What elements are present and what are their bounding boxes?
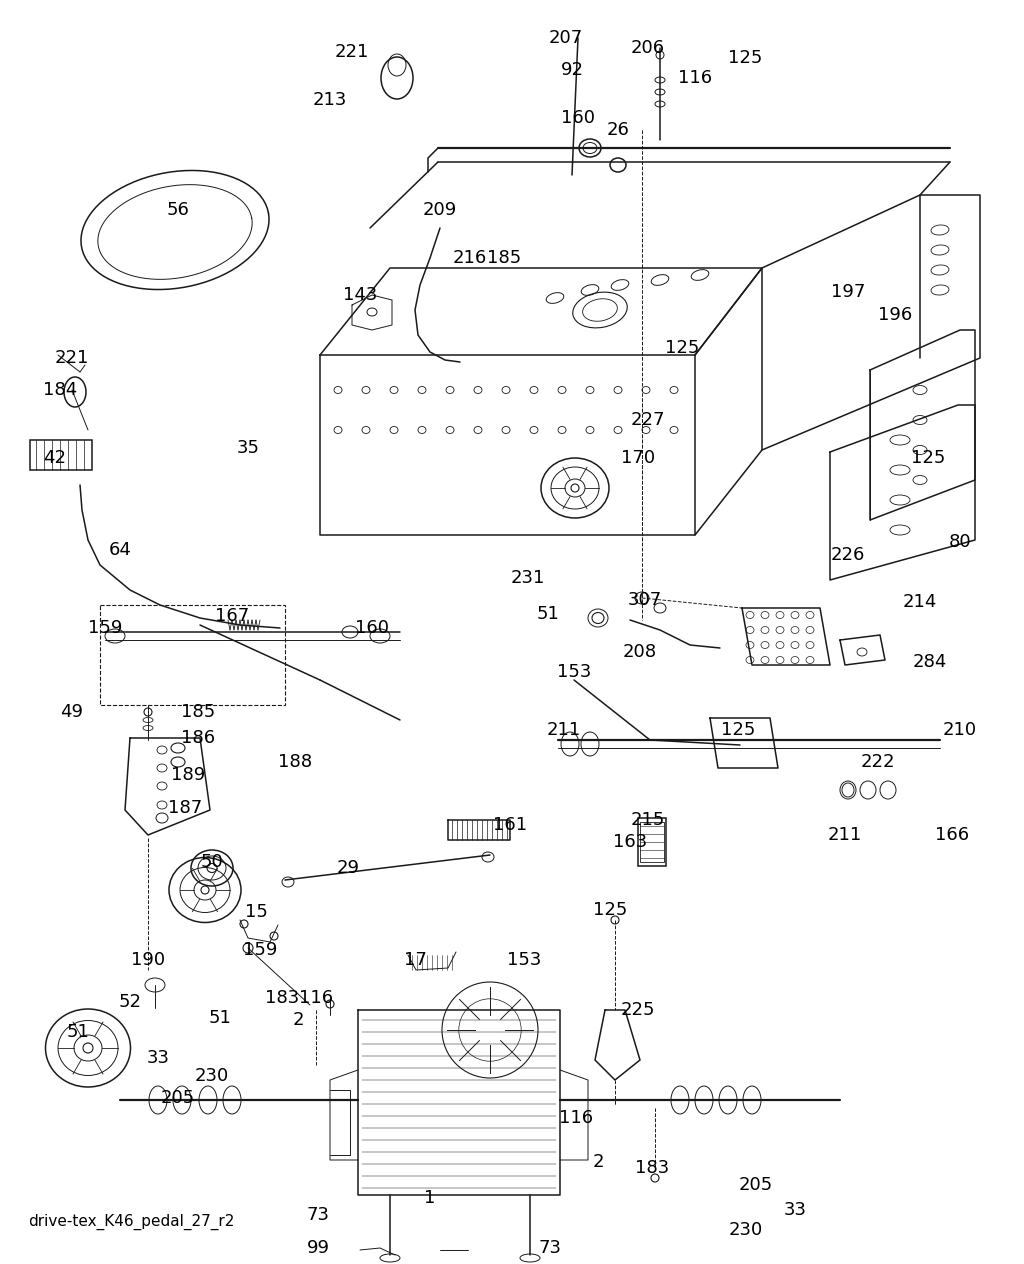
Text: 205: 205 [739, 1176, 773, 1194]
Text: 209: 209 [423, 201, 457, 219]
Text: 153: 153 [507, 951, 542, 969]
Text: 214: 214 [903, 593, 937, 611]
Text: 230: 230 [195, 1067, 229, 1085]
Text: 284: 284 [912, 653, 947, 671]
Text: 161: 161 [493, 817, 527, 834]
Text: 208: 208 [623, 643, 657, 661]
Text: 64: 64 [109, 541, 131, 559]
Text: 159: 159 [243, 940, 278, 959]
Text: 210: 210 [943, 720, 977, 739]
Text: 51: 51 [67, 1023, 89, 1042]
Text: 15: 15 [245, 902, 267, 921]
Text: 1: 1 [424, 1189, 435, 1207]
Text: 170: 170 [621, 449, 655, 466]
Text: 29: 29 [337, 860, 359, 877]
Text: 213: 213 [312, 91, 347, 109]
Text: 216: 216 [453, 249, 487, 267]
Text: 125: 125 [728, 49, 762, 67]
Text: 163: 163 [613, 833, 647, 851]
Text: 33: 33 [146, 1049, 170, 1067]
Text: 190: 190 [131, 951, 165, 969]
Text: 116: 116 [678, 70, 712, 87]
Text: 42: 42 [43, 449, 67, 466]
Text: 51: 51 [537, 605, 559, 623]
Text: 225: 225 [621, 1001, 655, 1019]
Text: 221: 221 [335, 43, 370, 61]
Text: 73: 73 [306, 1206, 330, 1224]
Text: 50: 50 [201, 853, 223, 871]
Text: 35: 35 [237, 439, 259, 458]
Text: 17: 17 [403, 951, 426, 969]
Text: 222: 222 [861, 753, 895, 771]
Text: 159: 159 [88, 619, 122, 637]
Text: 2: 2 [292, 1011, 304, 1029]
Text: 196: 196 [878, 306, 912, 324]
Text: 52: 52 [119, 994, 141, 1011]
Text: 221: 221 [55, 349, 89, 367]
Text: 211: 211 [827, 825, 862, 844]
Text: 205: 205 [161, 1090, 196, 1107]
Bar [638, 818, 666, 866]
Text: 183: 183 [635, 1159, 669, 1177]
Text: 206: 206 [631, 39, 665, 57]
Text: 116: 116 [559, 1109, 593, 1127]
Text: 160: 160 [355, 619, 389, 637]
Text: 51: 51 [209, 1009, 231, 1026]
Text: 125: 125 [910, 449, 945, 466]
Text: 307: 307 [628, 592, 663, 609]
Text: 160: 160 [561, 109, 595, 126]
Text: 227: 227 [631, 411, 666, 428]
Text: 183: 183 [265, 988, 299, 1007]
Text: 26: 26 [606, 121, 630, 139]
Text: 143: 143 [343, 286, 377, 305]
Text: 166: 166 [935, 825, 969, 844]
Text: 125: 125 [721, 720, 755, 739]
Text: 2: 2 [592, 1153, 604, 1170]
Text: 92: 92 [560, 61, 584, 78]
Text: 197: 197 [830, 283, 865, 301]
Text: 33: 33 [783, 1201, 807, 1218]
Text: 211: 211 [547, 720, 582, 739]
Text: 49: 49 [60, 703, 84, 720]
Text: 116: 116 [299, 988, 333, 1007]
Text: 184: 184 [43, 380, 77, 399]
Text: 189: 189 [171, 766, 205, 784]
Text: 125: 125 [593, 901, 627, 919]
Text: 153: 153 [557, 664, 591, 681]
Text: 230: 230 [729, 1221, 763, 1239]
Text: 99: 99 [306, 1239, 330, 1256]
Text: 187: 187 [168, 799, 202, 817]
Text: 226: 226 [830, 546, 865, 564]
Bar [640, 822, 664, 862]
Bar [100, 605, 285, 705]
Text: 186: 186 [181, 729, 215, 747]
Text: 207: 207 [549, 29, 583, 47]
Text: drive-tex_K46_pedal_27_r2: drive-tex_K46_pedal_27_r2 [28, 1213, 234, 1230]
Text: 185: 185 [486, 249, 521, 267]
Bar [30, 440, 92, 470]
Text: 125: 125 [665, 339, 699, 356]
Text: 188: 188 [278, 753, 312, 771]
Text: 80: 80 [948, 533, 972, 551]
Text: 167: 167 [215, 607, 249, 624]
Text: 185: 185 [181, 703, 215, 720]
Text: 56: 56 [167, 201, 189, 219]
Text: 231: 231 [511, 569, 545, 586]
Text: 215: 215 [631, 811, 666, 829]
Text: 73: 73 [539, 1239, 561, 1256]
